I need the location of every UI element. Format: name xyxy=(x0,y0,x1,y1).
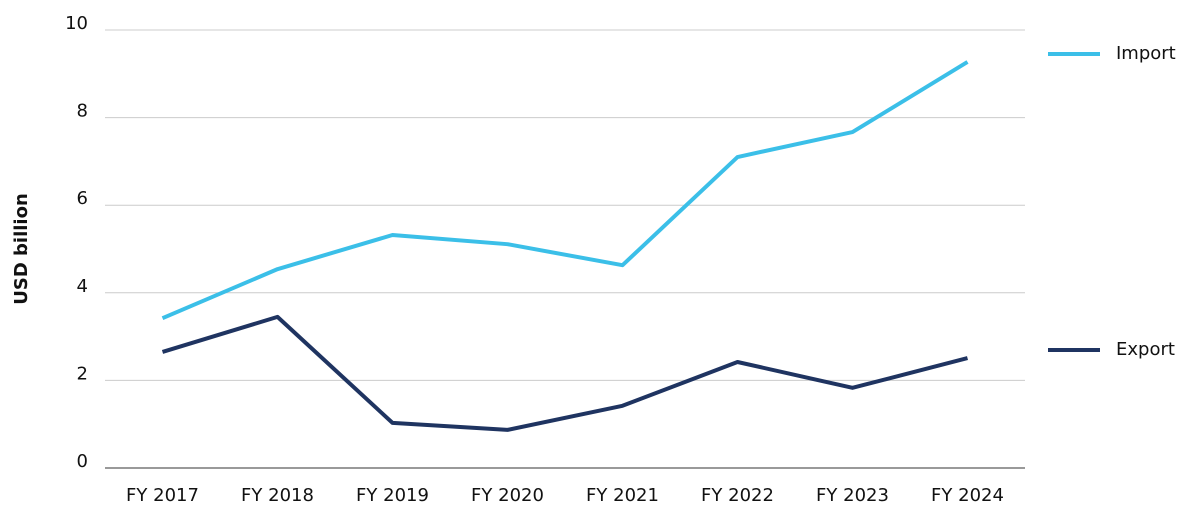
line-series xyxy=(161,314,969,432)
x-tick-label: FY 2018 xyxy=(241,485,314,506)
y-tick-label: 10 xyxy=(65,13,88,34)
y-tick-label: 6 xyxy=(77,188,88,209)
x-tick-label: FY 2017 xyxy=(126,485,199,506)
x-tick-label: FY 2020 xyxy=(471,485,544,506)
y-tick-label: 8 xyxy=(77,101,88,122)
y-tick-label: 2 xyxy=(77,363,88,384)
x-tick-label: FY 2022 xyxy=(701,485,774,506)
x-tick-label: FY 2019 xyxy=(356,485,429,506)
x-tick-label: FY 2021 xyxy=(586,485,659,506)
line-series xyxy=(161,60,969,321)
y-tick-label: 0 xyxy=(77,451,88,472)
x-tick-label: FY 2023 xyxy=(816,485,889,506)
y-tick-label: 4 xyxy=(77,276,88,297)
y-axis-label: USD billion xyxy=(11,193,32,305)
x-tick-label: FY 2024 xyxy=(931,485,1004,506)
legend-label: Import xyxy=(1116,43,1176,64)
legend-label: Export xyxy=(1116,339,1175,360)
